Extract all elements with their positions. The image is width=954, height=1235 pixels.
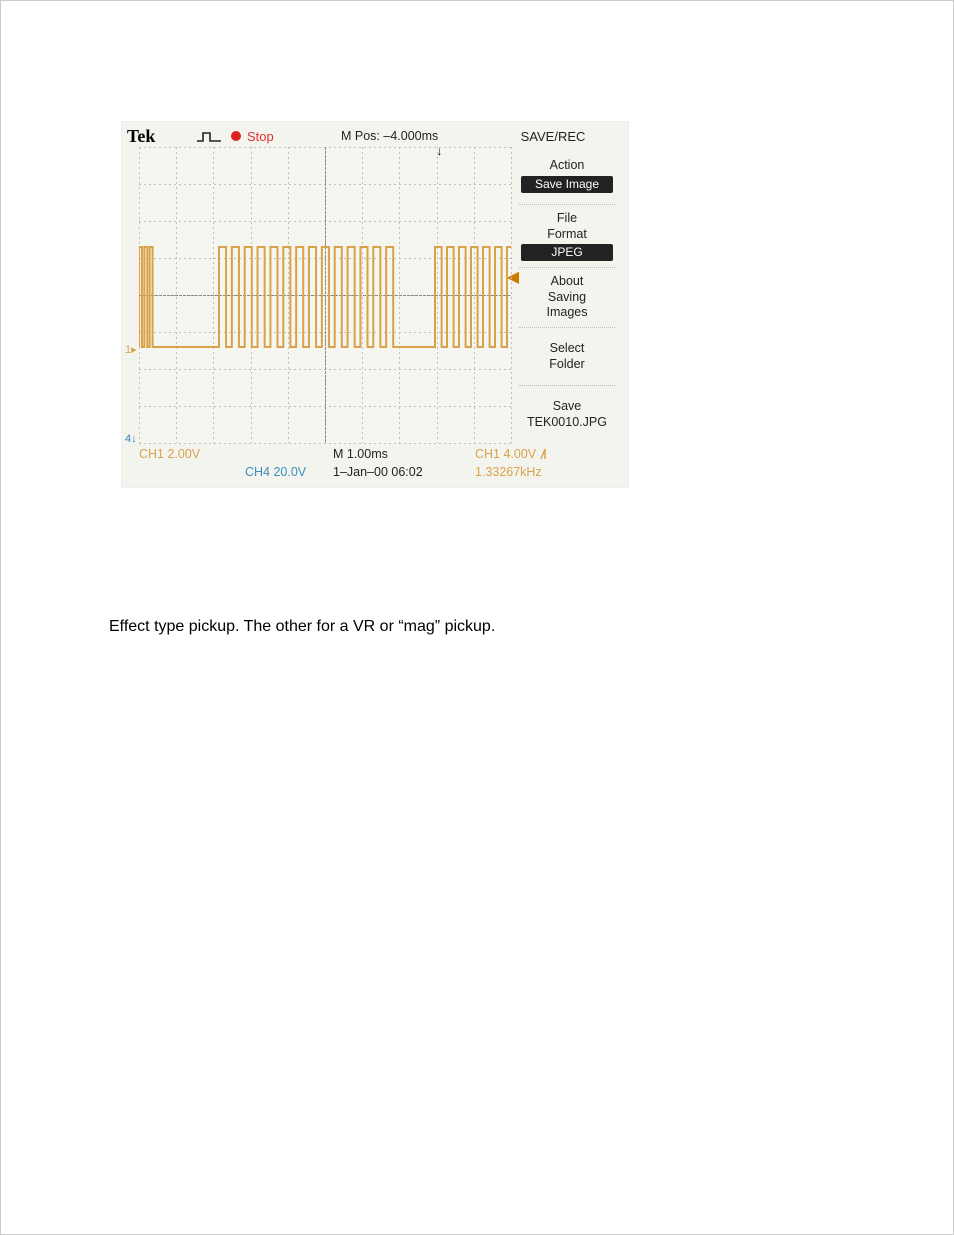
menu-item-label: Action: [521, 158, 613, 174]
status-label: Stop: [247, 129, 274, 144]
trigger-readout: CH1 4.00V: [475, 447, 550, 461]
menu-item-label: Save TEK0010.JPG: [521, 399, 613, 430]
trigger-readout-text: CH1 4.00V: [475, 447, 536, 461]
menu-file-format[interactable]: File Format JPEG: [519, 205, 615, 268]
trigger-mode-icon: [187, 128, 231, 144]
body-paragraph: Effect type pickup. The other for a VR o…: [109, 618, 913, 636]
menu-title: SAVE/REC: [481, 129, 625, 144]
side-menu: Action Save Image File Format JPEG About…: [519, 147, 615, 443]
menu-save[interactable]: Save TEK0010.JPG: [519, 386, 615, 443]
ch1-ground-marker: 1▸: [125, 343, 137, 356]
datetime-readout: 1–Jan–00 06:02: [333, 465, 423, 479]
channel-markers-column: 1▸ 4↓: [125, 147, 139, 443]
stop-dot-icon: [231, 131, 241, 141]
m-position-label: M Pos: –4.000ms: [341, 129, 481, 143]
scope-header: Tek Stop M Pos: –4.000ms SAVE/REC: [125, 125, 625, 147]
ch1-readout: CH1 2.00V: [139, 447, 200, 461]
scope-footer: CH1 2.00V M 1.00ms CH1 4.00V CH4 20.0V 1…: [125, 447, 625, 481]
oscilloscope-screenshot: Tek Stop M Pos: –4.000ms SAVE/REC 1▸ 4↓ …: [121, 121, 629, 488]
menu-item-label: File Format: [521, 211, 613, 242]
menu-action[interactable]: Action Save Image: [519, 147, 615, 205]
menu-item-label: Select Folder: [521, 341, 613, 372]
graticule: ↓ ◀: [139, 147, 511, 443]
timebase-readout: M 1.00ms: [333, 447, 388, 461]
menu-select-folder[interactable]: Select Folder: [519, 328, 615, 386]
document-page: Tek Stop M Pos: –4.000ms SAVE/REC 1▸ 4↓ …: [0, 0, 954, 1235]
menu-item-value: Save Image: [521, 176, 613, 193]
menu-item-value: JPEG: [521, 244, 613, 261]
brand-label: Tek: [127, 126, 187, 147]
ch4-readout: CH4 20.0V: [245, 465, 306, 479]
trigger-slope-icon: [540, 447, 550, 461]
menu-about[interactable]: About Saving Images: [519, 268, 615, 328]
scope-body: 1▸ 4↓ ↓ ◀ Action Save Image File Format …: [125, 147, 625, 443]
ch4-ground-marker: 4↓: [125, 433, 137, 445]
acquisition-status: Stop: [231, 129, 341, 144]
menu-item-label: About Saving Images: [521, 274, 613, 321]
frequency-readout: 1.33267kHz: [475, 465, 542, 479]
